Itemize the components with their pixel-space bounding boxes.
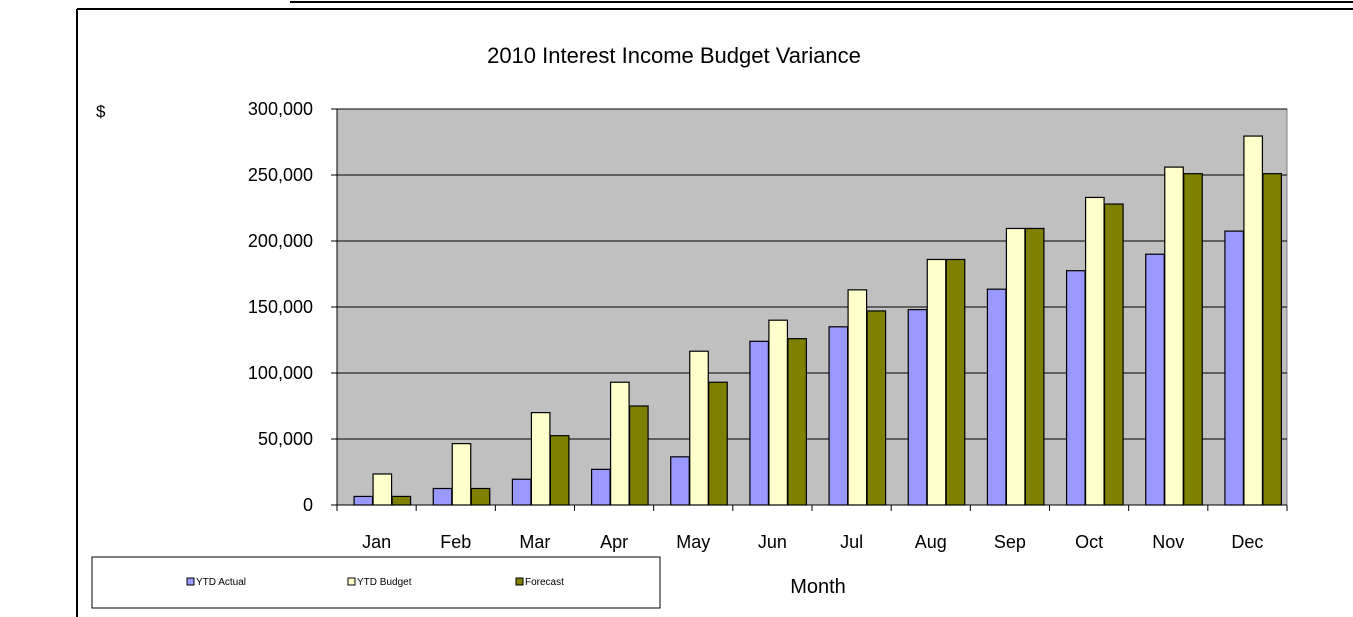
bar-ytd-budget-feb [451,443,472,506]
y-tick-label: 300,000 [248,99,313,119]
bar-ytd-actual-jan [353,495,374,506]
bar-forecast-aug [945,258,966,506]
legend-label-forecast: Forecast [525,577,564,588]
y-axis-label: $ [96,102,106,121]
bar-forecast-dec [1262,173,1283,506]
bar-ytd-actual-apr [590,468,611,506]
legend-label-ytd-actual: YTD Actual [196,577,246,588]
x-tick-label: May [676,532,710,552]
x-tick-label: Sep [994,532,1026,552]
legend-item-ytd-budget: YTD Budget [347,577,412,588]
bar-ytd-budget-sep [1005,227,1026,506]
y-tick-label: 0 [303,495,313,515]
bar-forecast-feb [470,487,491,506]
bar-forecast-jun [787,338,808,506]
legend-item-ytd-actual: YTD Actual [186,577,246,588]
y-tick-label: 50,000 [258,429,313,449]
x-tick-label: Jun [758,532,787,552]
bar-forecast-jan [391,495,412,506]
bar-ytd-budget-dec [1243,135,1264,506]
bars [353,135,1283,506]
y-tick-label: 150,000 [248,297,313,317]
bar-ytd-actual-mar [511,478,532,506]
x-tick-label: Dec [1231,532,1263,552]
bar-forecast-mar [549,435,570,506]
bar-ytd-budget-nov [1164,166,1184,506]
x-tick-label: Mar [519,532,550,552]
x-tick-label: Oct [1075,532,1103,552]
x-axis-label: Month [790,576,846,598]
bar-ytd-budget-oct [1084,196,1105,506]
bar-ytd-actual-may [670,456,690,506]
bar-ytd-budget-may [689,350,709,506]
bar-ytd-budget-mar [530,412,551,506]
bar-forecast-jul [866,310,887,506]
x-tick-label: Apr [600,532,628,552]
chart-title: 2010 Interest Income Budget Variance [487,43,861,68]
bar-ytd-actual-sep [986,288,1007,506]
bar-forecast-apr [628,405,649,506]
y-tick-label: 250,000 [248,165,313,185]
legend-swatch-ytd-budget [347,577,356,586]
bar-ytd-actual-dec [1224,230,1245,506]
bar-ytd-budget-aug [926,258,947,506]
bar-ytd-actual-aug [907,309,928,506]
legend-item-forecast: Forecast [515,577,564,588]
bar-ytd-budget-apr [609,381,630,506]
x-tick-label: Nov [1152,532,1184,552]
x-tick-label: Jul [840,532,863,552]
bar-forecast-oct [1103,203,1124,506]
legend-swatch-ytd-actual [186,577,195,586]
gridlines [337,108,1287,440]
legend-label-ytd-budget: YTD Budget [357,577,412,588]
y-axis-ticks: 0 50,000 100,000 150,000 200,000 250,000 300,0… [248,99,337,515]
legend-swatch-forecast [515,577,524,586]
bar-ytd-actual-feb [432,487,453,506]
bar-ytd-budget-jul [847,289,868,506]
x-tick-label: Jan [362,532,391,552]
y-tick-label: 100,000 [248,363,313,383]
bar-ytd-budget-jun [768,319,789,506]
bar-forecast-may [708,381,728,506]
bar-forecast-nov [1183,173,1203,506]
x-tick-label: Aug [915,532,947,552]
bar-ytd-budget-jan [372,473,393,506]
bar-ytd-actual-jun [749,340,770,506]
x-tick-label: Feb [440,532,471,552]
bar-ytd-actual-oct [1065,270,1086,506]
x-axis-ticks: Jan Feb Mar Apr May Jun Jul Aug Sep Oct Nov Dec [336,505,1288,552]
bar-ytd-actual-nov [1145,253,1165,506]
y-tick-label: 200,000 [248,231,313,251]
bar-forecast-sep [1024,227,1045,506]
bar-ytd-actual-jul [828,326,849,506]
